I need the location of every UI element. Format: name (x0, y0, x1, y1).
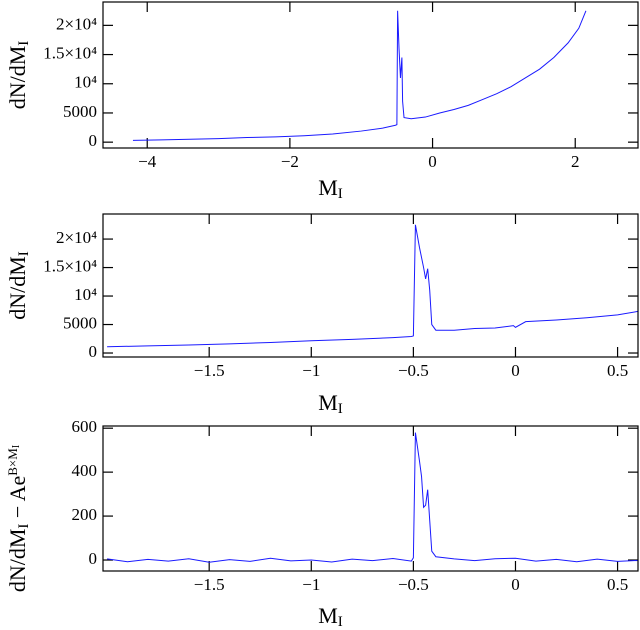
y-axis-label-part: B×M (5, 448, 20, 476)
y-tick-label: 600 (72, 417, 98, 436)
x-tick-label: 0 (511, 575, 520, 594)
x-axis-label-part: I (338, 614, 343, 630)
x-tick-label: 0.5 (607, 361, 628, 380)
x-tick-label: 0 (428, 152, 437, 171)
plot-area (107, 224, 638, 348)
y-tick-label: 10⁴ (74, 73, 97, 92)
y-tick-label: 5000 (63, 313, 97, 332)
y-tick-label: 5000 (63, 102, 97, 121)
y-axis-label-part: I (11, 445, 22, 448)
y-axis-label-part: I (16, 524, 32, 529)
plot-frame (102, 425, 639, 572)
y-tick-label: 2×10⁴ (56, 228, 97, 247)
y-axis-label-part: I (16, 41, 32, 46)
x-axis-label: MI (318, 390, 343, 417)
y-tick-label: 10⁴ (74, 285, 97, 304)
x-axis-label-part: M (318, 603, 338, 628)
plot-frame (102, 1, 639, 149)
plot-frame (102, 213, 639, 358)
y-tick-label: 400 (72, 461, 98, 480)
y-axis-label: dN/dMI (5, 41, 32, 110)
y-axis-label-part: − Ae (5, 476, 30, 524)
x-tick-label: −1.5 (194, 575, 225, 594)
y-tick-label: 1.5×10⁴ (43, 43, 97, 62)
y-axis-label-part: dN/dM (5, 256, 30, 320)
y-tick-label: 0 (89, 549, 98, 568)
x-tick-label: 2 (571, 152, 580, 171)
y-axis-label-part: I (16, 251, 32, 256)
x-tick-label: −1 (302, 575, 320, 594)
plot-area (132, 10, 587, 141)
x-axis-label-part: M (318, 390, 338, 415)
x-tick-label: −0.5 (398, 575, 429, 594)
y-axis-label: dN/dMI − AeB×MI (5, 445, 32, 592)
x-tick-label: 0.5 (607, 575, 628, 594)
y-tick-label: 0 (89, 131, 98, 150)
data-line (107, 432, 638, 563)
x-axis-label-part: I (338, 401, 343, 417)
x-axis-label: MI (318, 603, 343, 630)
x-tick-label: −1 (302, 361, 320, 380)
y-axis-label-part: dN/dM (5, 46, 30, 110)
y-tick-label: 1.5×10⁴ (43, 256, 97, 275)
y-tick-label: 2×10⁴ (56, 14, 97, 33)
x-axis-label: MI (318, 175, 343, 202)
y-axis-label: dN/dMI (5, 251, 32, 320)
x-axis-label-part: I (338, 186, 343, 202)
x-tick-label: 0 (511, 361, 520, 380)
y-tick-label: 0 (89, 342, 98, 361)
x-tick-label: −1.5 (194, 361, 225, 380)
data-line (107, 224, 638, 348)
x-axis-label-part: M (318, 175, 338, 200)
x-tick-label: −4 (138, 152, 157, 171)
data-line (132, 10, 587, 141)
x-tick-label: −2 (281, 152, 299, 171)
x-tick-label: −0.5 (398, 361, 429, 380)
y-axis-label-part: dN/dM (5, 529, 30, 593)
y-tick-label: 200 (72, 505, 98, 524)
plot-area (107, 432, 638, 563)
